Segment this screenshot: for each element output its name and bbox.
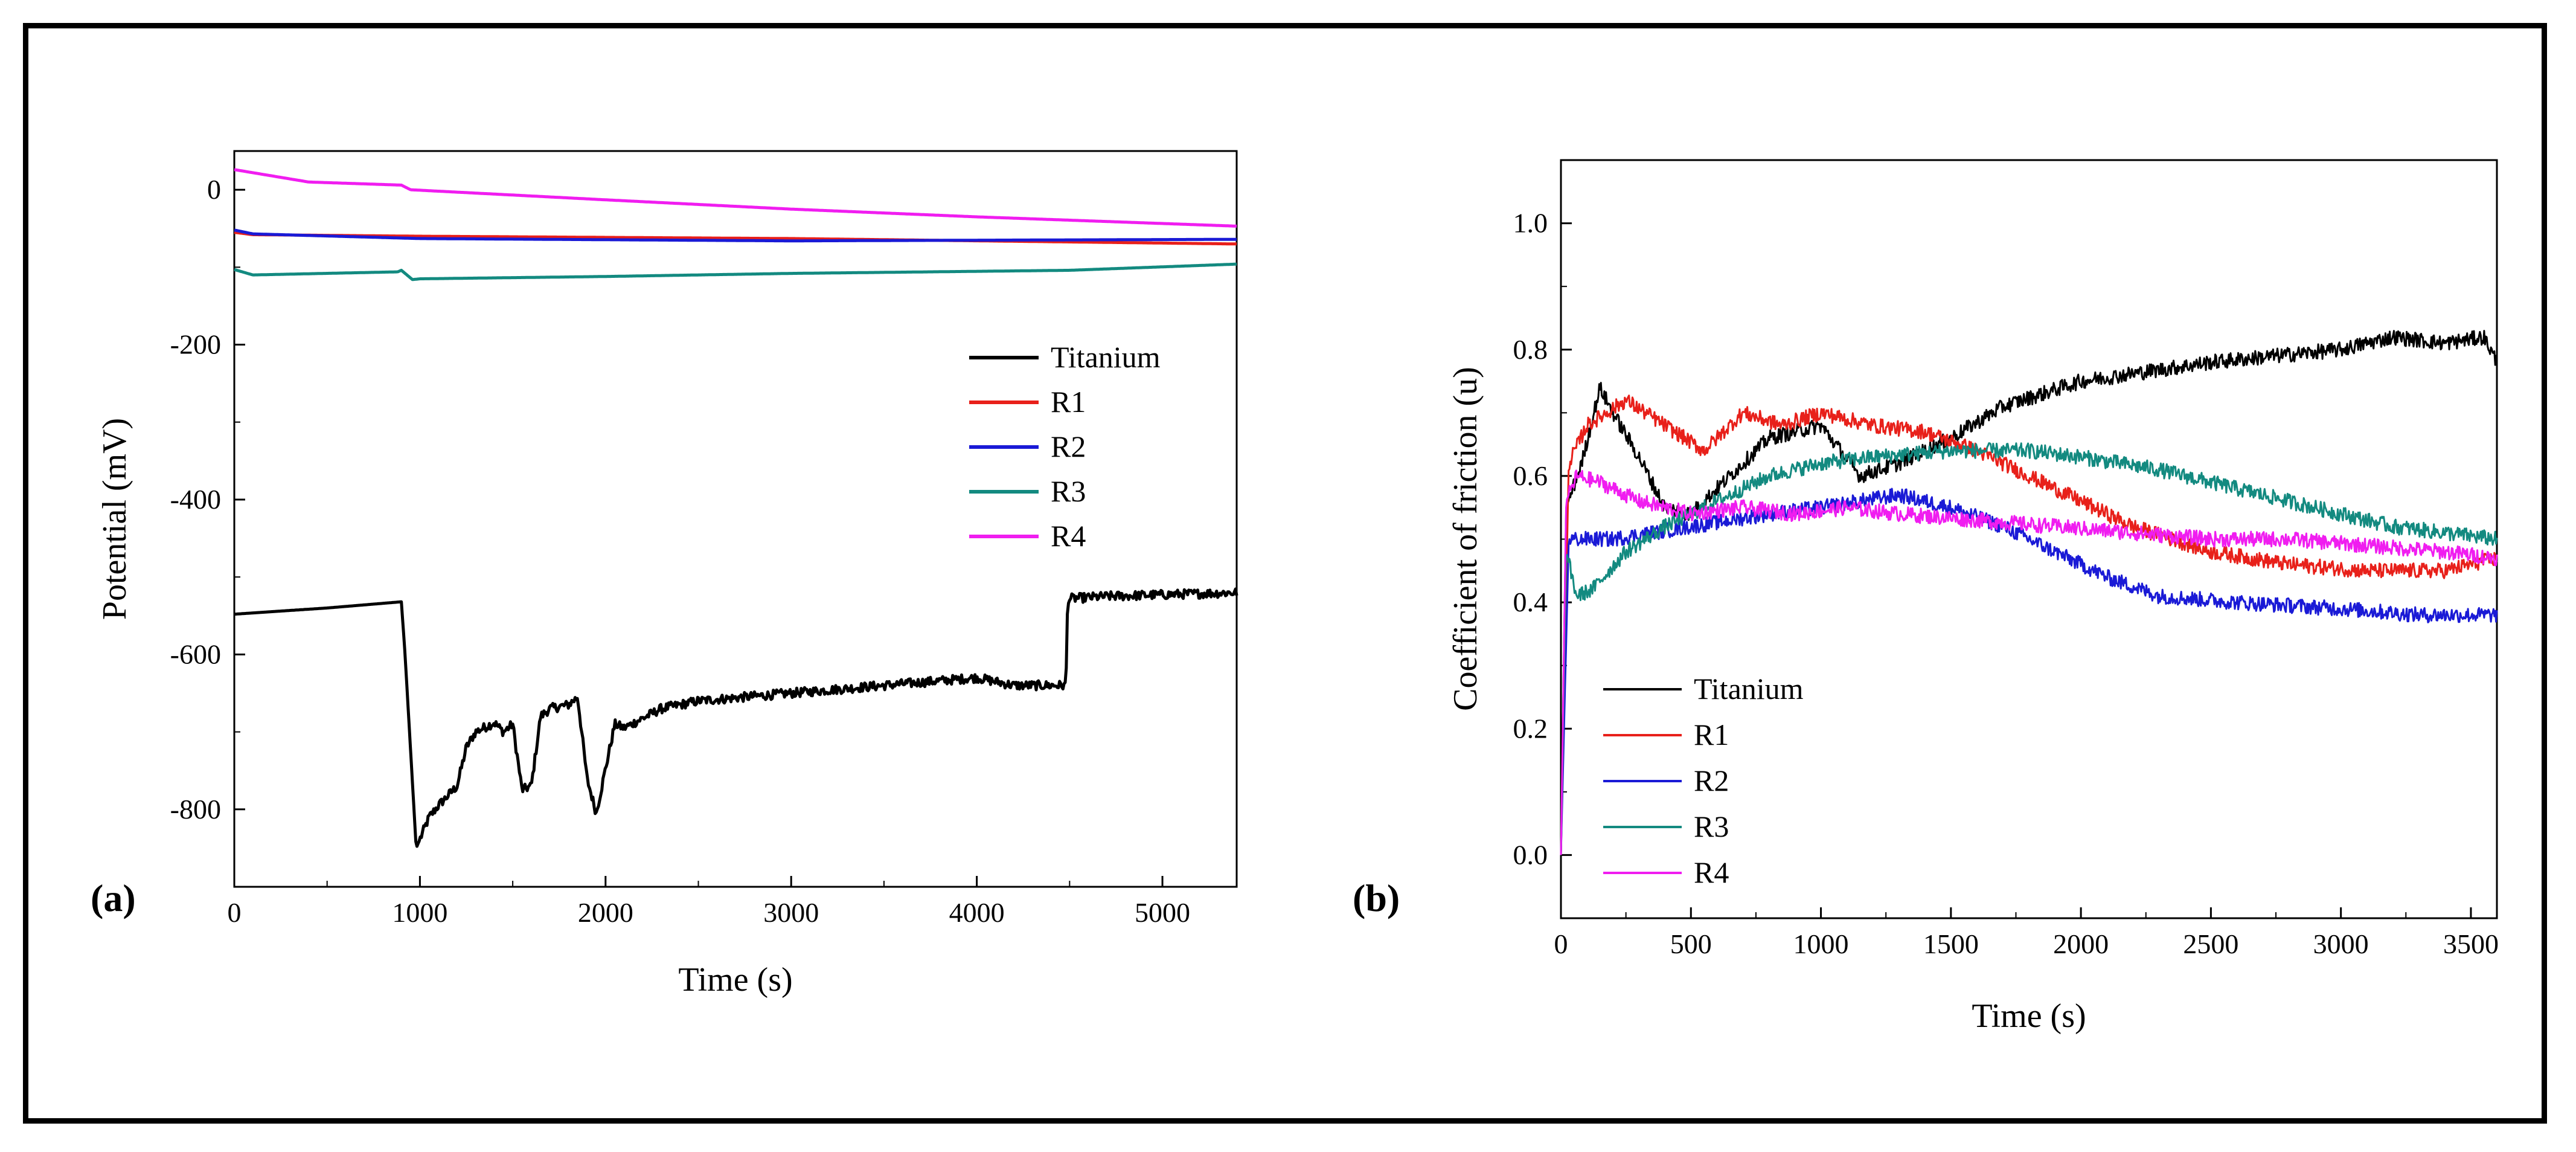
panel-b-xtick-label: 2000 xyxy=(2053,928,2109,959)
panel-b-xtick-label: 0 xyxy=(1554,928,1568,959)
panel-a-xtick-label: 1000 xyxy=(392,897,447,928)
panel-b-series-r3 xyxy=(1560,442,2498,855)
panel-b-chart: 0 500 1000 1500 2000 2500 3000 3500 0.0 0.2 0.4 0.6… xyxy=(1353,159,2499,1035)
panel-a-legend-label-r3: R3 xyxy=(1051,474,1086,508)
panel-b-ytick-label: 0.4 xyxy=(1513,587,1548,617)
panel-a-xtick-label: 3000 xyxy=(763,897,819,928)
panel-b-ytick-label: 0.6 xyxy=(1513,460,1548,491)
panel-a-series-r3 xyxy=(234,262,1237,282)
panel-a-ytick-label: -600 xyxy=(170,639,221,669)
panel-b-ytick-label: 0.8 xyxy=(1513,334,1548,365)
panel-a-xtick-label: 2000 xyxy=(578,897,633,928)
panel-b-ytick-label: 1.0 xyxy=(1513,208,1548,239)
panel-b-legend-label-r1: R1 xyxy=(1694,718,1729,751)
panel-b-xtick-label: 3500 xyxy=(2443,928,2499,959)
panel-b-xtick-label: 2500 xyxy=(2183,928,2238,959)
panel-b-series-titanium xyxy=(1560,330,2498,855)
panel-b-xtick-label: 1500 xyxy=(1923,928,1979,959)
panel-a-series-r1 xyxy=(234,231,1237,246)
panel-a-xtick-label: 0 xyxy=(228,897,242,928)
panel-a-series-r4 xyxy=(234,168,1237,228)
panel-a-plot-frame xyxy=(233,150,1238,888)
panel-a-legend-label-r1: R1 xyxy=(1051,385,1086,419)
panel-a-ytick-label: 0 xyxy=(207,174,221,205)
panel-b-legend-label-r4: R4 xyxy=(1694,855,1729,889)
panel-a-chart: 0 1000 2000 3000 4000 5000 -800 -600 -400 -200 0 T… xyxy=(91,150,1238,999)
panel-b-label: (b) xyxy=(1353,877,1400,919)
panel-a-ytick-label: -200 xyxy=(170,329,221,360)
panel-b-legend-label-r2: R2 xyxy=(1694,764,1729,797)
panel-b-legend-label-r3: R3 xyxy=(1694,809,1729,843)
panel-a-ytick-label: -400 xyxy=(170,484,221,515)
panel-a-series-titanium xyxy=(234,587,1238,848)
panel-a-xlabel: Time (s) xyxy=(678,961,792,999)
panel-b-series-r4 xyxy=(1560,469,2498,855)
figure-frame xyxy=(23,23,2547,1124)
panel-a-legend-label-titanium: Titanium xyxy=(1051,340,1161,374)
panel-a-label: (a) xyxy=(91,877,136,919)
panel-b-series-r2 xyxy=(1560,488,2498,855)
panel-b-xtick-label: 500 xyxy=(1670,928,1712,959)
panel-b-xtick-label: 3000 xyxy=(2313,928,2369,959)
panel-a-legend-label-r2: R2 xyxy=(1051,430,1086,463)
panel-a-series-r2 xyxy=(234,228,1237,243)
panel-a-xtick-label: 4000 xyxy=(949,897,1005,928)
panel-b-xlabel: Time (s) xyxy=(1972,997,2086,1035)
panel-a-xtick-label: 5000 xyxy=(1135,897,1190,928)
panel-b-legend-label-titanium: Titanium xyxy=(1694,672,1804,706)
panel-b-ytick-label: 0.0 xyxy=(1513,839,1548,870)
panel-a-ytick-label: -800 xyxy=(170,794,221,825)
panel-b-xtick-label: 1000 xyxy=(1793,928,1849,959)
panel-a-legend-label-r4: R4 xyxy=(1051,519,1086,553)
panel-a-ylabel: Potential (mV) xyxy=(96,418,133,620)
panel-b-ytick-label: 0.2 xyxy=(1513,713,1548,744)
panel-b-series-r1 xyxy=(1560,394,2498,855)
panel-b-ylabel: Coefficient of friction (u) xyxy=(1447,367,1484,711)
